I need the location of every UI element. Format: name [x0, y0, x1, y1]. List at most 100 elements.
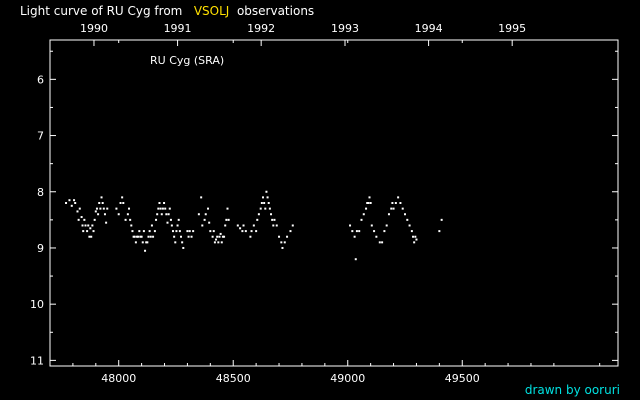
data-point [129, 218, 132, 221]
data-point [139, 235, 142, 238]
data-point [166, 221, 169, 224]
data-point [216, 235, 219, 238]
data-point [106, 207, 109, 210]
axis-ticks [49, 40, 618, 366]
data-point [378, 241, 381, 244]
data-point [390, 207, 393, 210]
data-point [81, 224, 84, 227]
data-point [262, 196, 264, 199]
data-point [367, 202, 370, 204]
data-point [383, 230, 386, 233]
data-point [271, 218, 274, 221]
data-point [77, 218, 80, 221]
data-point [147, 235, 150, 238]
data-point [134, 241, 137, 244]
data-point [349, 224, 352, 227]
data-point [177, 218, 180, 221]
title-prefix: Light curve of RU Cyg from [20, 4, 183, 18]
data-point [84, 224, 87, 227]
data-point [133, 235, 136, 238]
data-point [168, 207, 171, 210]
data-point [148, 230, 151, 233]
data-point [373, 230, 376, 233]
y-tick-label: 6 [37, 73, 44, 86]
data-point [153, 230, 156, 233]
data-point [366, 202, 369, 204]
data-point [236, 224, 239, 227]
data-point [92, 230, 95, 233]
y-tick-label: 11 [30, 354, 44, 367]
data-point [242, 224, 245, 227]
data-point [100, 196, 103, 199]
data-point [176, 224, 179, 227]
data-point [268, 207, 271, 210]
data-point [121, 196, 124, 199]
data-point [131, 230, 134, 233]
data-point [207, 207, 210, 210]
data-point [397, 196, 400, 199]
data-point [165, 213, 168, 216]
data-point [93, 218, 96, 221]
data-point [140, 235, 143, 238]
data-point [358, 230, 361, 233]
data-point [105, 221, 108, 224]
data-point [126, 213, 129, 216]
data-point [257, 213, 260, 216]
year-tick-label: 1994 [415, 22, 443, 35]
data-point [137, 235, 140, 238]
data-point [103, 213, 106, 216]
data-point [146, 241, 149, 244]
data-point [289, 230, 292, 233]
data-point [73, 199, 76, 202]
data-point [86, 230, 89, 233]
data-point [244, 230, 247, 233]
data-point [227, 218, 230, 221]
data-point [370, 224, 373, 227]
data-point [180, 235, 183, 238]
data-point [201, 224, 204, 227]
year-tick-label: 1993 [331, 22, 359, 35]
y-tick-label: 7 [37, 130, 44, 143]
data-point [157, 207, 160, 210]
data-point [221, 235, 224, 238]
data-point [355, 230, 358, 233]
data-point [391, 202, 394, 204]
data-point [265, 190, 268, 193]
data-point [188, 230, 191, 233]
data-point [124, 218, 127, 221]
data-point [360, 218, 363, 221]
data-point [256, 218, 259, 221]
data-point [142, 230, 145, 233]
data-point [270, 213, 273, 216]
x-tick-label: 48000 [101, 372, 136, 385]
year-tick-label: 1990 [80, 22, 108, 35]
data-point [169, 218, 172, 221]
data-point [226, 207, 229, 210]
data-point [394, 202, 397, 204]
data-point [209, 230, 212, 233]
data-point [187, 235, 190, 238]
data-point [149, 235, 152, 238]
data-point [223, 235, 226, 238]
data-point [182, 246, 185, 249]
data-point [212, 230, 215, 233]
data-point [80, 216, 83, 219]
data-point [159, 207, 162, 210]
data-point [250, 230, 253, 233]
data-points [65, 190, 443, 261]
data-point [87, 224, 90, 227]
data-point [278, 235, 281, 238]
data-point [70, 204, 73, 207]
data-point [163, 202, 166, 204]
data-point [101, 202, 104, 204]
data-point [241, 230, 244, 233]
data-point [225, 218, 228, 221]
y-tick-label: 9 [37, 242, 44, 255]
data-point [76, 210, 79, 213]
data-point [65, 202, 68, 204]
data-point [368, 196, 371, 199]
data-point [95, 207, 98, 210]
data-point [440, 218, 443, 221]
title-suffix: observations [236, 4, 315, 18]
data-point [128, 207, 131, 210]
